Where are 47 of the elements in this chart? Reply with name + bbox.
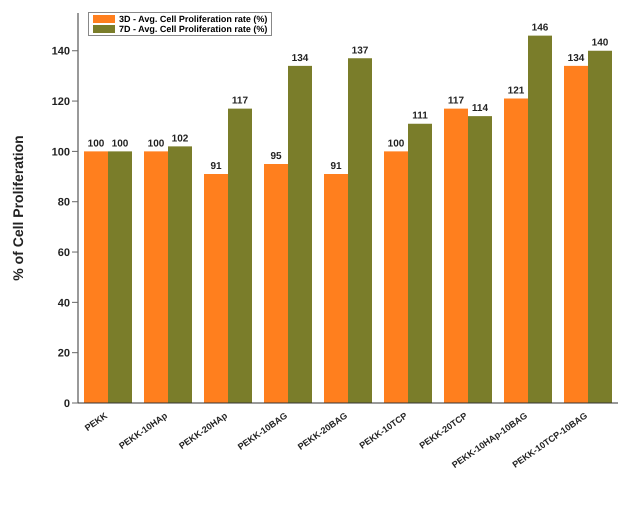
bar <box>504 98 528 403</box>
bar <box>348 58 372 403</box>
data-label: 114 <box>472 103 488 114</box>
data-label: 100 <box>88 138 105 150</box>
data-label: 117 <box>448 96 464 107</box>
y-axis-title: % of Cell Proliferation <box>10 135 26 281</box>
bar <box>108 151 132 403</box>
y-tick-label: 20 <box>58 348 70 360</box>
bar <box>384 151 408 403</box>
bar <box>168 146 192 403</box>
data-label: 100 <box>112 138 129 150</box>
data-label: 111 <box>412 110 428 122</box>
data-label: 134 <box>292 52 309 64</box>
data-label: 146 <box>532 22 549 34</box>
y-tick-label: 100 <box>52 146 70 158</box>
data-label: 100 <box>148 138 165 150</box>
data-label: 134 <box>568 52 585 64</box>
data-label: 140 <box>592 38 609 49</box>
y-tick-label: 0 <box>64 398 70 410</box>
data-label: 102 <box>172 133 189 144</box>
data-label: 117 <box>232 96 248 107</box>
data-label: 91 <box>330 161 342 172</box>
bar <box>228 108 252 403</box>
y-tick-label: 120 <box>52 96 70 108</box>
bar <box>408 124 432 403</box>
bar <box>588 50 612 403</box>
bar <box>444 108 468 403</box>
bar <box>288 66 312 403</box>
y-tick-label: 140 <box>52 46 70 58</box>
bar <box>564 66 588 403</box>
data-label: 95 <box>270 150 282 162</box>
y-tick-label: 60 <box>58 246 70 259</box>
legend-label: 3D - Avg. Cell Proliferation rate (%) <box>119 14 268 24</box>
data-label: 137 <box>352 45 369 56</box>
bar <box>264 164 288 403</box>
y-tick-label: 40 <box>58 297 70 310</box>
legend-label: 7D - Avg. Cell Proliferation rate (%) <box>119 24 268 34</box>
bar <box>144 151 168 403</box>
data-label: 91 <box>210 161 222 172</box>
data-label: 100 <box>388 138 405 150</box>
bar <box>528 36 552 403</box>
bar <box>324 174 348 403</box>
bar <box>204 174 228 403</box>
bar <box>84 151 108 403</box>
data-label: 121 <box>508 86 525 97</box>
y-tick-label: 80 <box>58 196 70 209</box>
bar <box>468 116 492 403</box>
